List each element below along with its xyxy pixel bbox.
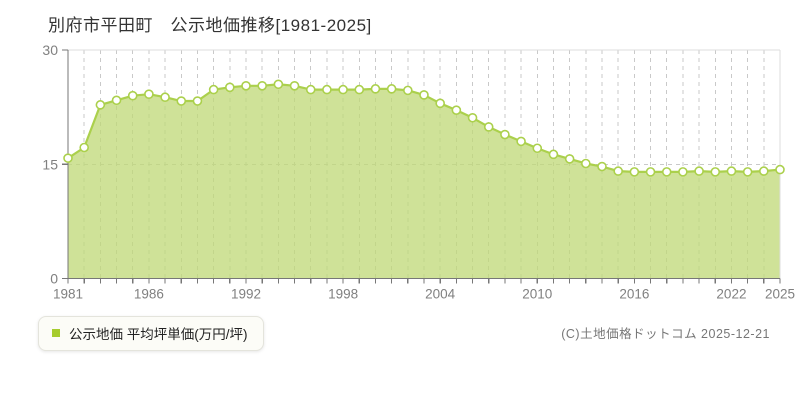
svg-text:2016: 2016 xyxy=(619,287,649,302)
legend-marker-icon xyxy=(52,329,60,337)
page-title: 別府市平田町 公示地価推移[1981-2025] xyxy=(48,16,372,35)
svg-text:1998: 1998 xyxy=(328,287,358,302)
copyright-text: (C)土地価格ドットコム 2025-12-21 xyxy=(561,327,770,341)
svg-text:1992: 1992 xyxy=(231,287,261,302)
svg-text:2022: 2022 xyxy=(716,287,746,302)
svg-text:1986: 1986 xyxy=(134,287,164,302)
svg-text:2025: 2025 xyxy=(765,287,795,302)
svg-text:2010: 2010 xyxy=(522,287,552,302)
legend-label: 公示地価 平均坪単価(万円/坪) xyxy=(69,327,248,342)
svg-text:15: 15 xyxy=(42,156,58,172)
svg-text:0: 0 xyxy=(50,271,58,287)
legend: 公示地価 平均坪単価(万円/坪) xyxy=(38,316,264,351)
svg-text:2004: 2004 xyxy=(425,287,456,302)
svg-text:30: 30 xyxy=(42,42,58,58)
svg-text:1981: 1981 xyxy=(53,287,83,302)
land-price-area-chart: 0 15 30 1981 1986 1992 1998 2004 2010 2016 2022 202… xyxy=(42,42,795,302)
